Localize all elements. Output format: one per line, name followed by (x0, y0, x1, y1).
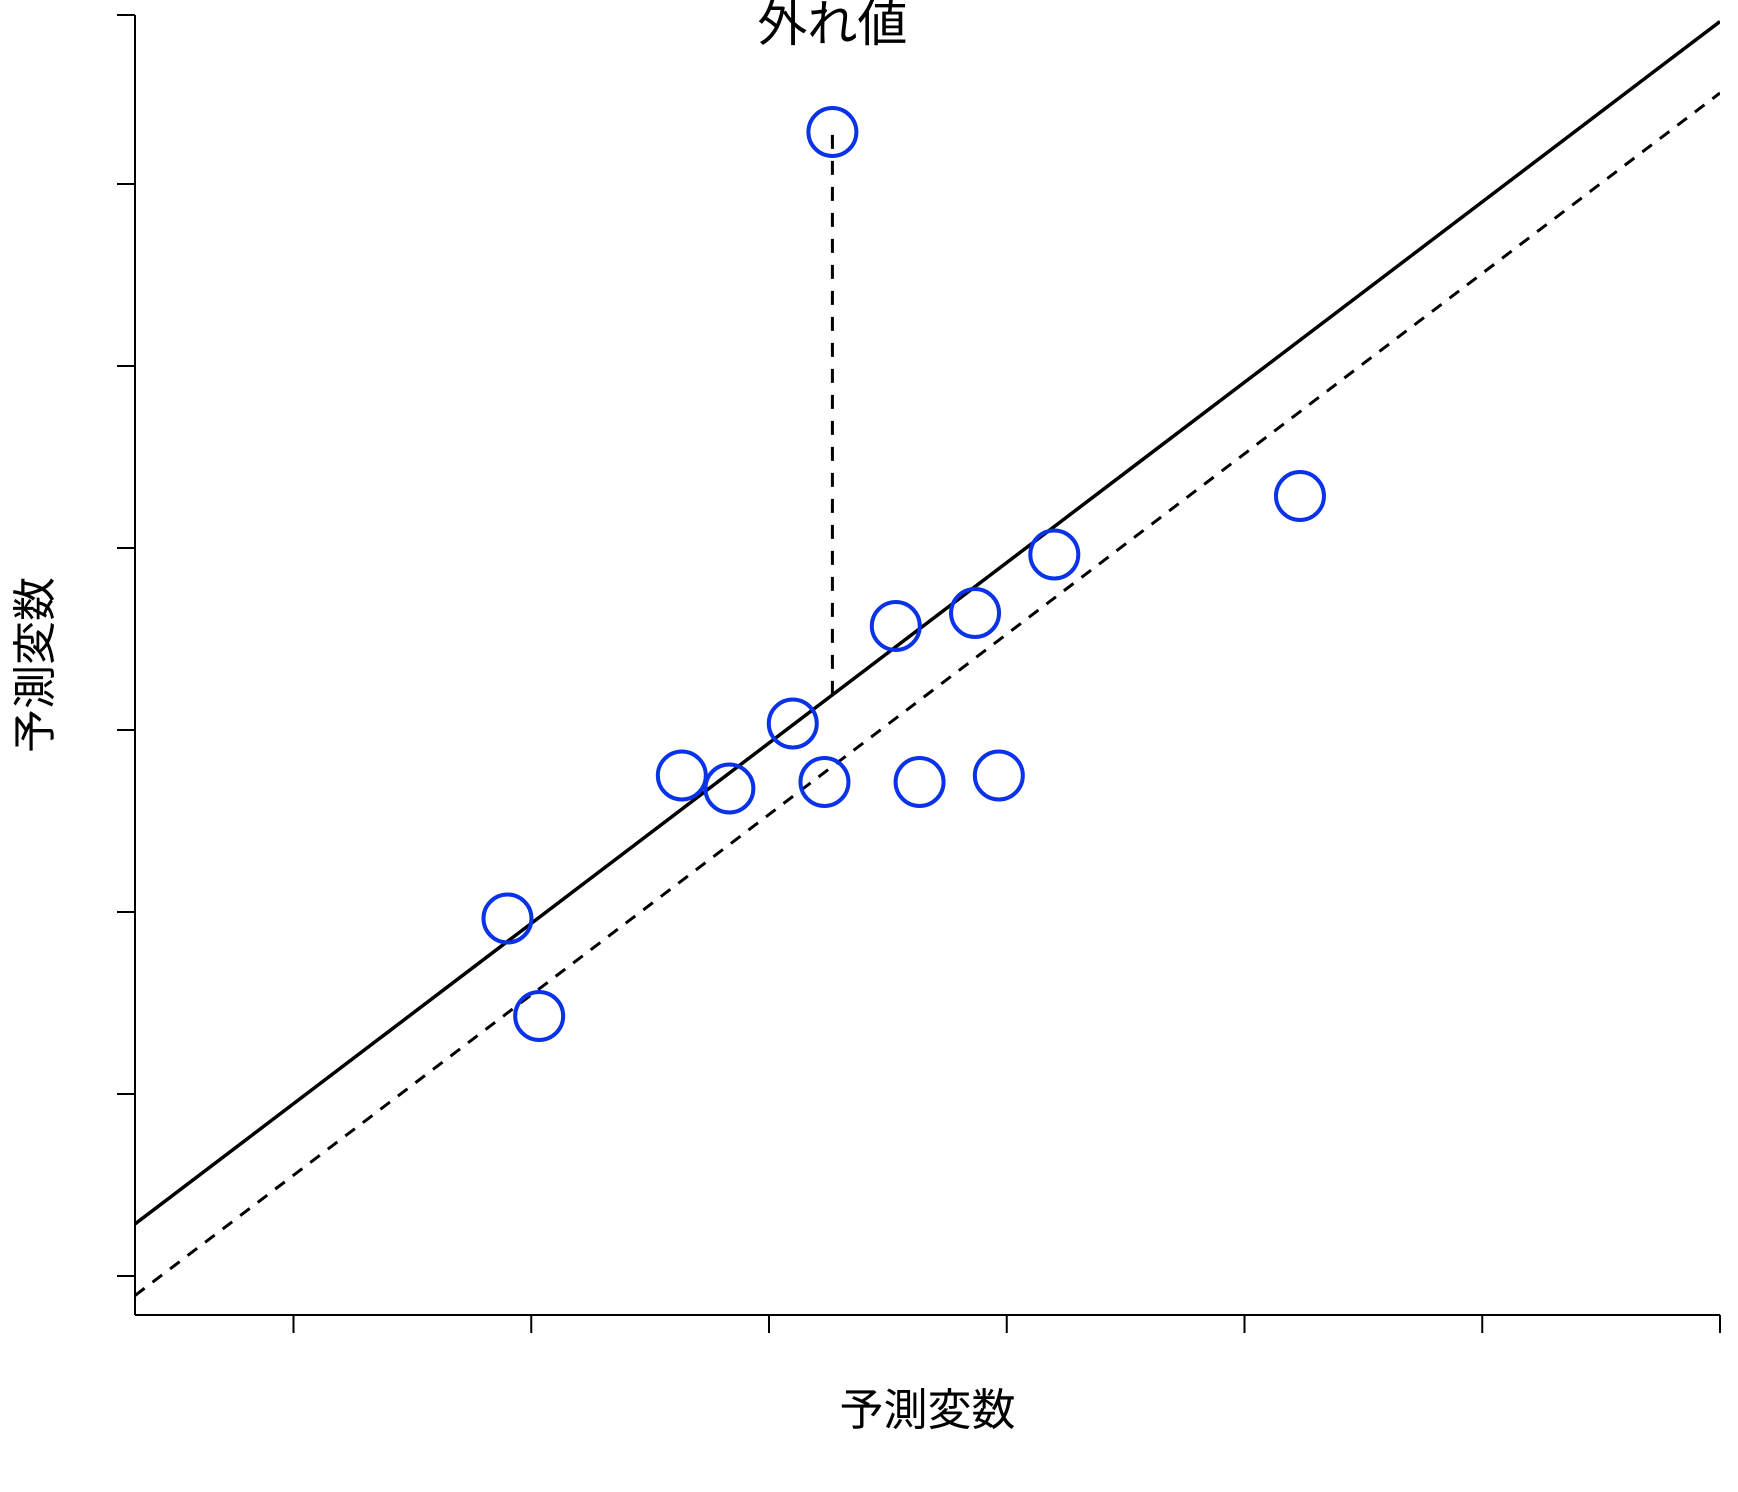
chart-background (0, 0, 1738, 1492)
scatter-chart: 予測変数予測変数外れ値 (0, 0, 1738, 1492)
x-axis-label: 予測変数 (840, 1374, 1016, 1438)
outlier-annotation: 外れ値 (757, 0, 907, 56)
chart-svg: 予測変数予測変数外れ値 (0, 0, 1738, 1492)
y-axis-label: 予測変数 (0, 577, 63, 753)
